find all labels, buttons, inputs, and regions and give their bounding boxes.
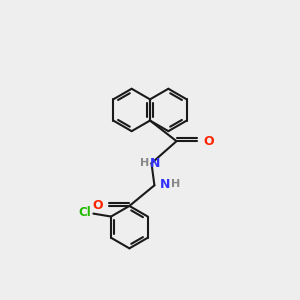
Text: O: O [92, 200, 103, 212]
Text: O: O [203, 135, 214, 148]
Text: N: N [160, 178, 170, 191]
Text: H: H [140, 158, 150, 168]
Text: N: N [150, 157, 160, 170]
Text: H: H [171, 179, 180, 189]
Text: Cl: Cl [78, 206, 91, 219]
